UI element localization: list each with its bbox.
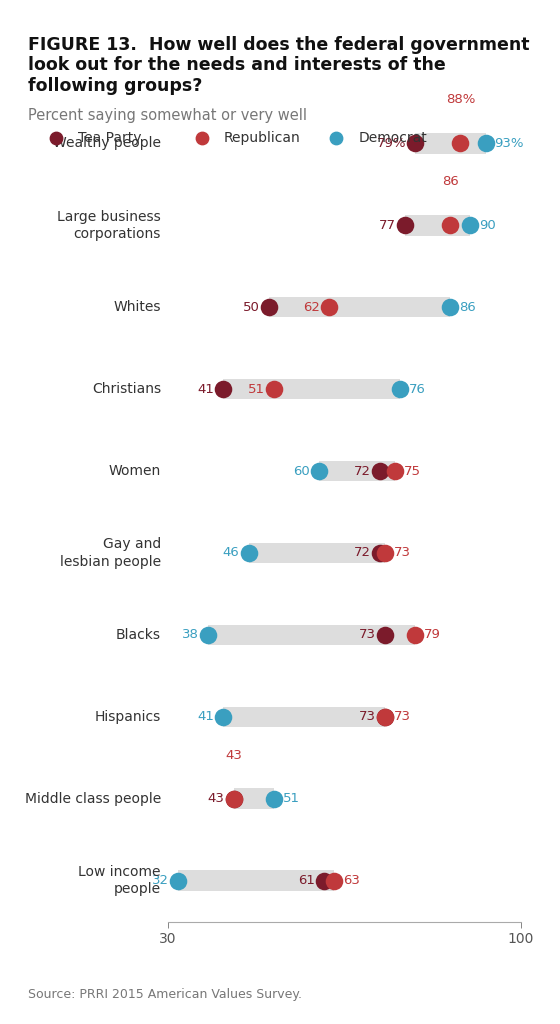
Point (456, 135, 465, 152)
Text: Large business
corporations: Large business corporations (57, 210, 161, 241)
Point (332, 130, 340, 146)
Text: 41: 41 (198, 711, 214, 723)
Text: Wealthy people: Wealthy people (53, 136, 161, 151)
Text: 41: 41 (198, 383, 214, 395)
Point (229, 791, 238, 807)
Point (446, 299, 455, 315)
Text: look out for the needs and interests of the: look out for the needs and interests of … (28, 56, 446, 75)
Bar (208, 625, 415, 645)
Text: Hispanics: Hispanics (95, 710, 161, 724)
Text: 73: 73 (394, 547, 411, 559)
Text: 86: 86 (442, 175, 459, 188)
Text: Source: PRRI 2015 American Values Survey.: Source: PRRI 2015 American Values Survey… (28, 988, 302, 1001)
Text: 51: 51 (248, 383, 265, 395)
Text: 76: 76 (409, 383, 426, 395)
Text: Democrat: Democrat (358, 131, 427, 145)
Text: 93%: 93% (494, 137, 524, 150)
Point (269, 791, 278, 807)
Point (320, 872, 329, 889)
Bar (234, 788, 274, 809)
Text: 90: 90 (479, 219, 496, 231)
Text: 46: 46 (223, 547, 240, 559)
Point (400, 217, 409, 233)
Text: Blacks: Blacks (116, 628, 161, 642)
Text: 43: 43 (225, 749, 242, 762)
Point (325, 299, 334, 315)
Point (466, 217, 475, 233)
Point (330, 872, 339, 889)
Text: 86: 86 (459, 301, 476, 313)
Text: FIGURE 13.  How well does the federal government: FIGURE 13. How well does the federal gov… (28, 36, 530, 54)
Point (174, 872, 183, 889)
Point (52, 130, 60, 146)
Text: 77: 77 (379, 219, 396, 231)
Point (229, 791, 238, 807)
Point (197, 130, 206, 146)
Point (380, 709, 389, 725)
Point (219, 709, 228, 725)
Point (446, 217, 455, 233)
Bar (223, 379, 400, 399)
Point (244, 545, 253, 561)
Text: Whites: Whites (114, 300, 161, 314)
Bar (223, 707, 385, 727)
Text: 72: 72 (353, 465, 371, 477)
Text: 63: 63 (343, 874, 360, 887)
Point (380, 627, 389, 643)
Text: Women: Women (109, 464, 161, 478)
Text: Christians: Christians (92, 382, 161, 396)
Text: 60: 60 (293, 465, 310, 477)
Point (315, 463, 324, 479)
Text: Low income
people: Low income people (78, 865, 161, 896)
Text: 73: 73 (394, 711, 411, 723)
Point (481, 135, 490, 152)
Text: 79%: 79% (376, 137, 406, 150)
Point (375, 545, 384, 561)
Text: 73: 73 (358, 711, 376, 723)
Point (204, 627, 213, 643)
Text: 32: 32 (152, 874, 169, 887)
Text: 61: 61 (298, 874, 315, 887)
Point (269, 381, 278, 397)
Text: 88%: 88% (446, 93, 475, 106)
Bar (415, 133, 486, 154)
Text: Republican: Republican (224, 131, 301, 145)
Bar (319, 461, 395, 481)
Point (380, 709, 389, 725)
Bar (178, 870, 334, 891)
Text: 62: 62 (304, 301, 320, 313)
Point (219, 381, 228, 397)
Point (264, 299, 273, 315)
Text: Gay and
lesbian people: Gay and lesbian people (60, 538, 161, 568)
Point (410, 135, 419, 152)
Text: 50: 50 (243, 301, 260, 313)
Text: 75: 75 (404, 465, 421, 477)
Text: 73: 73 (358, 629, 376, 641)
Text: Tea Party: Tea Party (78, 131, 142, 145)
Text: 43: 43 (208, 793, 225, 805)
Bar (405, 215, 470, 236)
Text: Percent saying somewhat or very well: Percent saying somewhat or very well (28, 108, 307, 123)
Text: 38: 38 (183, 629, 199, 641)
Bar (269, 297, 450, 317)
Text: 79: 79 (424, 629, 441, 641)
Text: following groups?: following groups? (28, 77, 202, 95)
Text: Middle class people: Middle class people (25, 792, 161, 806)
Text: 72: 72 (353, 547, 371, 559)
Point (390, 463, 399, 479)
Point (375, 463, 384, 479)
Point (395, 381, 404, 397)
Point (410, 627, 419, 643)
Point (380, 545, 389, 561)
Text: 51: 51 (283, 793, 300, 805)
Bar (249, 543, 385, 563)
